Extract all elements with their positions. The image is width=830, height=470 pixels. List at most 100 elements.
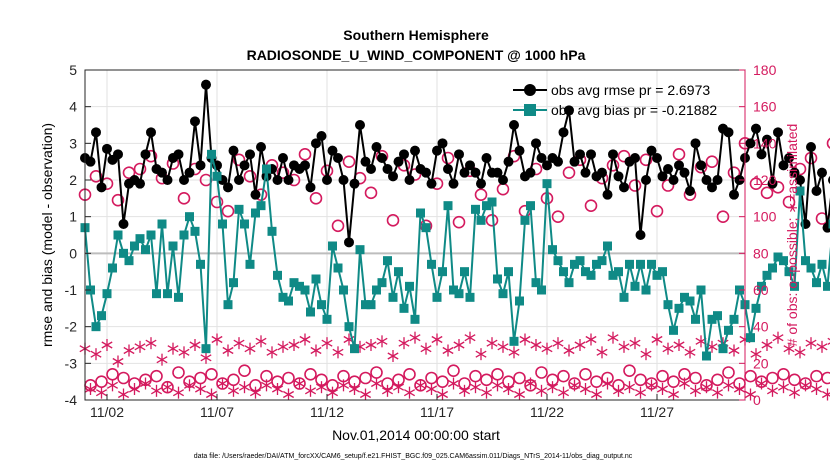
bias-point (713, 311, 722, 321)
asterisk-stroke (436, 390, 449, 399)
assimilated-obs-marker (755, 377, 768, 390)
bias-point (630, 281, 640, 291)
bias-point (619, 292, 629, 302)
assimilated-obs-marker (260, 379, 273, 392)
asterisk-stroke (590, 390, 603, 399)
bias-point (465, 292, 475, 302)
asterisk-stroke (288, 341, 300, 349)
assimilated-obs-marker (821, 388, 830, 401)
asterisk-stroke (123, 346, 135, 355)
asterisk-stroke (601, 379, 614, 388)
rmse-point (393, 156, 404, 167)
asterisk-stroke (634, 389, 647, 397)
bias-point (130, 241, 139, 251)
asterisk-stroke (629, 339, 641, 347)
bias-point (179, 230, 189, 240)
asterisk-stroke (139, 379, 152, 388)
rmse-point (564, 105, 574, 116)
assimilated-obs-marker (150, 384, 163, 397)
rmse-point (443, 164, 453, 174)
asterisk-stroke (381, 387, 394, 395)
asterisk-stroke (486, 339, 498, 347)
rmse-point (377, 153, 387, 163)
bias-point (245, 259, 255, 269)
assimilated-obs-marker (134, 340, 146, 353)
rmse-point (503, 156, 514, 167)
bias-point (476, 215, 486, 225)
bias-point (168, 241, 178, 251)
rmse-point (371, 142, 382, 152)
rmse-point (102, 143, 112, 154)
asterisk-stroke (310, 346, 322, 355)
y-tick-label: 1 (69, 209, 77, 225)
asterisk-stroke (645, 381, 658, 389)
rmse-point (135, 178, 145, 189)
possible-obs-marker (309, 192, 323, 205)
asterisk-stroke (728, 346, 740, 355)
bias-point (163, 289, 172, 299)
bias-point (817, 259, 827, 269)
possible-obs-marker (749, 177, 763, 190)
assimilated-obs-marker (211, 333, 223, 346)
rmse-point (558, 127, 569, 138)
y-tick-label: -4 (65, 392, 78, 408)
bias-point (762, 270, 772, 280)
rmse-point (569, 156, 580, 167)
assimilated-obs-marker (535, 384, 548, 397)
bias-point (515, 296, 524, 306)
possible-obs-marker (777, 368, 790, 381)
bias-point (784, 267, 794, 277)
possible-obs-marker (205, 368, 218, 381)
assimilated-obs-marker (788, 386, 801, 399)
rmse-point (316, 131, 327, 141)
asterisk-stroke (409, 334, 421, 342)
asterisk-stroke (667, 390, 680, 399)
assimilated-obs-marker (117, 388, 130, 401)
asterisk-stroke (623, 383, 636, 391)
asterisk-stroke (750, 350, 762, 358)
assimilated-obs-marker (502, 383, 515, 395)
bias-point (498, 289, 508, 299)
bias-point (91, 322, 101, 332)
assimilated-obs-marker (640, 348, 652, 361)
rmse-point (542, 160, 552, 171)
possible-obs-marker (282, 371, 295, 385)
bias-point (526, 201, 535, 211)
asterisk-stroke (117, 390, 130, 399)
rmse-point (223, 182, 233, 193)
assimilated-obs-marker (216, 377, 229, 390)
bias-point (273, 270, 282, 280)
bias-point (207, 149, 216, 159)
rmse-point (272, 175, 283, 185)
asterisk-stroke (293, 379, 306, 388)
assimilated-obs-marker (271, 383, 284, 395)
asterisk-stroke (150, 387, 163, 395)
rmse-point (85, 156, 96, 167)
rmse-point (613, 171, 624, 182)
assimilated-obs-marker (552, 337, 564, 350)
asterisk-stroke (238, 383, 251, 391)
rmse-point (146, 127, 156, 138)
possible-obs-marker (661, 179, 675, 192)
possible-obs-marker (480, 373, 493, 387)
assimilated-obs-marker (299, 333, 311, 346)
rmse-point (531, 138, 541, 149)
bias-point (493, 274, 502, 284)
rmse-point (602, 189, 613, 200)
legend-rmse-label: obs avg rmse pr = 2.6973 (551, 82, 710, 98)
asterisk-stroke (387, 352, 399, 360)
assimilated-obs-marker (777, 381, 790, 394)
bias-point (405, 281, 414, 291)
bias-point (328, 241, 337, 251)
bias-point (751, 303, 761, 313)
assimilated-obs-marker (266, 346, 278, 359)
asterisk-stroke (178, 348, 190, 356)
assimilated-obs-marker (579, 383, 592, 395)
rmse-point (113, 149, 123, 160)
assimilated-obs-marker (145, 337, 157, 350)
rmse-point (729, 189, 739, 200)
assimilated-obs-marker (332, 346, 344, 359)
possible-obs-marker (584, 199, 598, 212)
asterisk-stroke (607, 334, 619, 342)
